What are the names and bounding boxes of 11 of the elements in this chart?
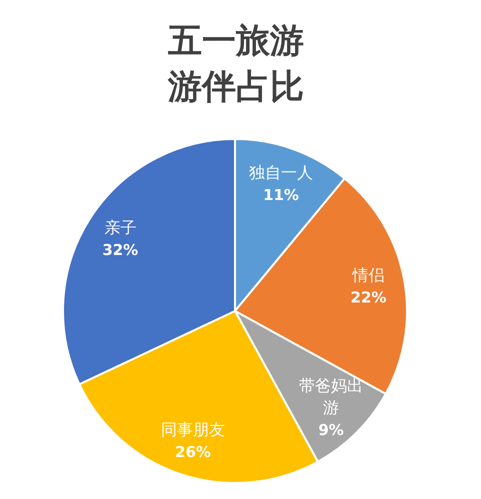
data-label: 32% [102, 241, 138, 260]
chart-title: 五一旅游游伴占比 [167, 21, 304, 107]
slice-label: 同事朋友 [161, 420, 226, 440]
data-label: 22% [350, 288, 386, 307]
data-label: 11% [263, 186, 299, 204]
slice-label: 独自一人 [249, 163, 314, 182]
data-label: 26% [175, 443, 211, 462]
slice-label: 亲子 [104, 218, 136, 238]
slice-label: 带爸妈出游 [299, 376, 364, 418]
data-label: 9% [318, 421, 344, 440]
slice-label: 情侣 [351, 266, 384, 285]
